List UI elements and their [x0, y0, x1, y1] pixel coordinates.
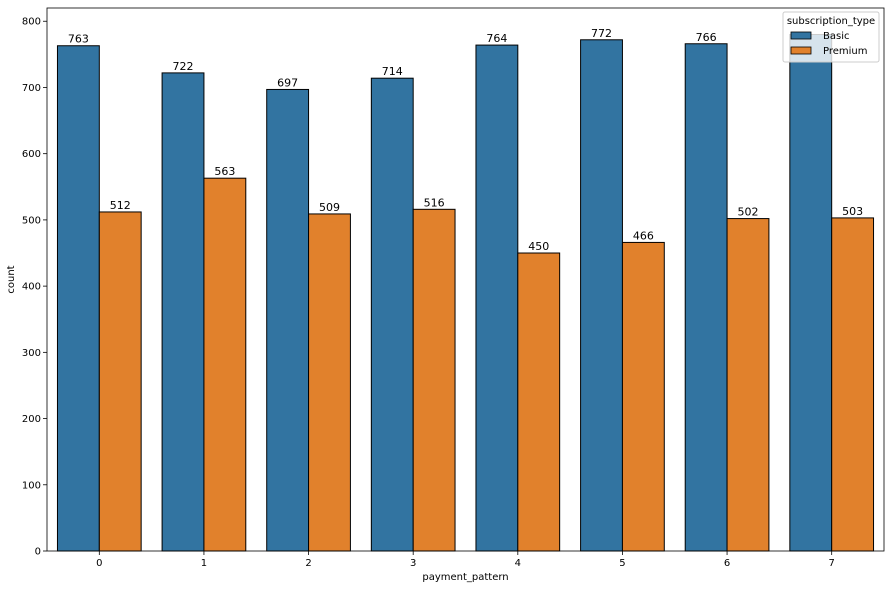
bars: [56, 33, 875, 552]
data-label-premium-1: 563: [214, 165, 235, 178]
legend-label-premium: Premium: [823, 46, 868, 57]
x-tick-label: 4: [515, 558, 521, 569]
bar-premium-6: [726, 218, 770, 552]
x-axis-ticks: 0 1 2 3 4 5 6 7: [96, 551, 835, 569]
y-tick-label: 0: [35, 547, 41, 558]
y-tick-label: 400: [22, 282, 41, 293]
data-label-premium-2: 509: [319, 201, 340, 214]
bar-basic-1: [161, 72, 205, 552]
legend-label-basic: Basic: [823, 31, 849, 42]
bar-premium-2: [308, 213, 351, 552]
bar-premium-4: [517, 252, 561, 552]
plot-frame: [46, 7, 885, 552]
bar-basic-5: [580, 39, 623, 552]
y-tick-label: 600: [22, 149, 41, 160]
data-label-basic-2: 697: [277, 76, 298, 89]
legend: subscription_type Basic Premium: [782, 11, 880, 63]
y-tick-label: 800: [22, 17, 41, 28]
data-label-basic-4: 764: [486, 32, 507, 45]
legend-swatch-basic: [790, 31, 812, 40]
y-axis-ticks: 0 100 200 300 400 500 600 700 800: [22, 17, 47, 558]
bar-basic-0: [56, 45, 100, 552]
x-axis-title: payment_pattern: [422, 572, 508, 583]
bar-basic-3: [370, 77, 414, 552]
data-label-premium-7: 503: [842, 205, 863, 218]
x-tick-label: 6: [724, 558, 730, 569]
data-label-basic-5: 772: [591, 27, 612, 40]
data-label-premium-4: 450: [528, 240, 549, 253]
x-tick-label: 2: [305, 558, 311, 569]
y-tick-label: 100: [22, 480, 41, 491]
data-label-basic-6: 766: [696, 31, 717, 44]
y-axis-title: count: [6, 265, 17, 293]
data-label-basic-1: 722: [173, 60, 194, 73]
data-labels: 763 512 722 563 697 509 714 516 764 450 772 466 766 5…: [68, 27, 863, 253]
x-tick-label: 7: [829, 558, 835, 569]
x-tick-label: 0: [96, 558, 102, 569]
legend-swatch-premium: [790, 46, 812, 55]
y-tick-label: 300: [22, 348, 41, 359]
data-label-premium-0: 512: [110, 199, 131, 212]
x-tick-label: 5: [619, 558, 625, 569]
legend-title: subscription_type: [787, 16, 875, 27]
bar-basic-7: [789, 33, 833, 552]
data-label-premium-3: 516: [424, 196, 445, 209]
data-label-basic-3: 714: [382, 65, 403, 78]
x-tick-label: 1: [201, 558, 207, 569]
y-tick-label: 700: [22, 83, 41, 94]
bar-basic-6: [684, 43, 728, 552]
y-tick-label: 500: [22, 215, 41, 226]
bar-premium-5: [621, 241, 665, 552]
x-tick-label: 3: [410, 558, 416, 569]
data-label-basic-0: 763: [68, 33, 89, 46]
bar-basic-4: [475, 44, 519, 552]
data-label-premium-5: 466: [633, 229, 654, 242]
y-tick-label: 200: [22, 414, 41, 425]
bar-premium-7: [831, 217, 875, 552]
bar-basic-2: [266, 88, 310, 552]
bar-premium-3: [412, 208, 456, 552]
bar-premium-0: [98, 211, 142, 552]
data-label-premium-6: 502: [737, 206, 758, 219]
bar-premium-1: [203, 177, 247, 552]
